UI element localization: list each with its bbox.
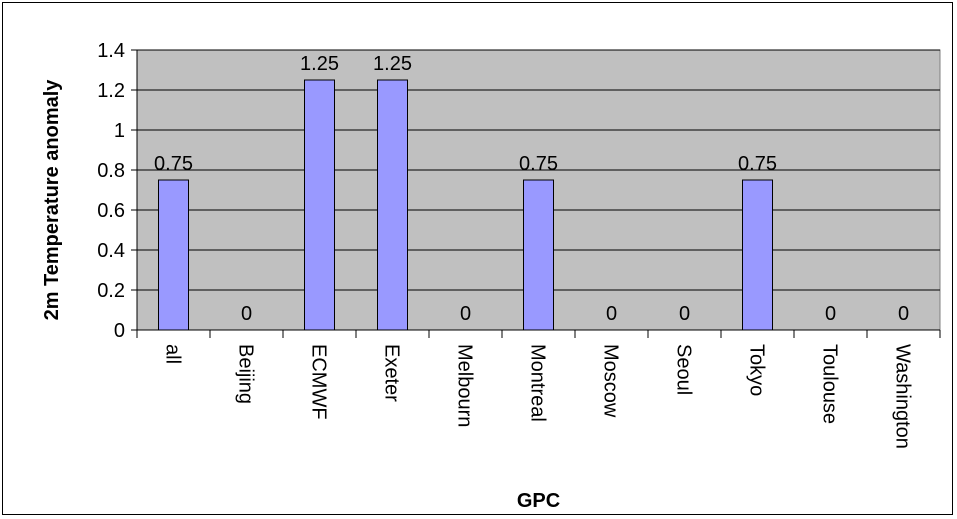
- x-category-label: Montreal: [527, 344, 549, 422]
- data-label: 0.75: [154, 153, 193, 175]
- y-tick-label: 0.8: [97, 160, 125, 182]
- bar: [523, 179, 554, 331]
- y-tick-label: 0.6: [97, 200, 125, 222]
- x-category-label: Melbourn: [454, 344, 476, 427]
- x-category-label: ECMWF: [308, 344, 330, 420]
- x-category-label: Beijing: [235, 344, 257, 404]
- data-label: 0: [606, 303, 617, 325]
- x-category-label: all: [162, 344, 184, 364]
- data-label: 0: [825, 303, 836, 325]
- data-label: 0: [241, 303, 252, 325]
- data-label: 0: [460, 303, 471, 325]
- x-category-label: Tokyo: [746, 344, 768, 396]
- labels: 0 0.2 0.4 0.6 0.8 1 1.2 1.4 0.75 all 0 Beijing 1.25 E…: [97, 40, 913, 449]
- x-category-label: Toulouse: [819, 344, 841, 424]
- x-category-label: Exeter: [381, 344, 403, 402]
- data-label: 1.25: [300, 53, 339, 75]
- axes: [131, 49, 941, 338]
- data-label: 0.75: [519, 153, 558, 175]
- y-tick-label: 0.2: [97, 280, 125, 302]
- y-tick-label: 1.4: [97, 40, 125, 62]
- x-axis-title: GPC: [517, 490, 560, 512]
- y-tick-label: 1: [114, 120, 125, 142]
- data-label: 0: [898, 303, 909, 325]
- y-tick-label: 1.2: [97, 80, 125, 102]
- x-category-label: Moscow: [600, 344, 622, 418]
- x-category-label: Seoul: [673, 344, 695, 395]
- bar: [304, 79, 335, 331]
- y-axis-title: 2m Temperature anomaly: [41, 79, 63, 321]
- data-label: 0.75: [738, 153, 777, 175]
- y-tick-label: 0.4: [97, 240, 125, 262]
- data-label: 1.25: [373, 53, 412, 75]
- bar: [742, 179, 773, 331]
- data-label: 0: [679, 303, 690, 325]
- y-tick-label: 0: [114, 320, 125, 342]
- bars: [158, 79, 773, 331]
- bar: [377, 79, 408, 331]
- bar: [158, 179, 189, 331]
- x-category-label: Washington: [892, 344, 914, 449]
